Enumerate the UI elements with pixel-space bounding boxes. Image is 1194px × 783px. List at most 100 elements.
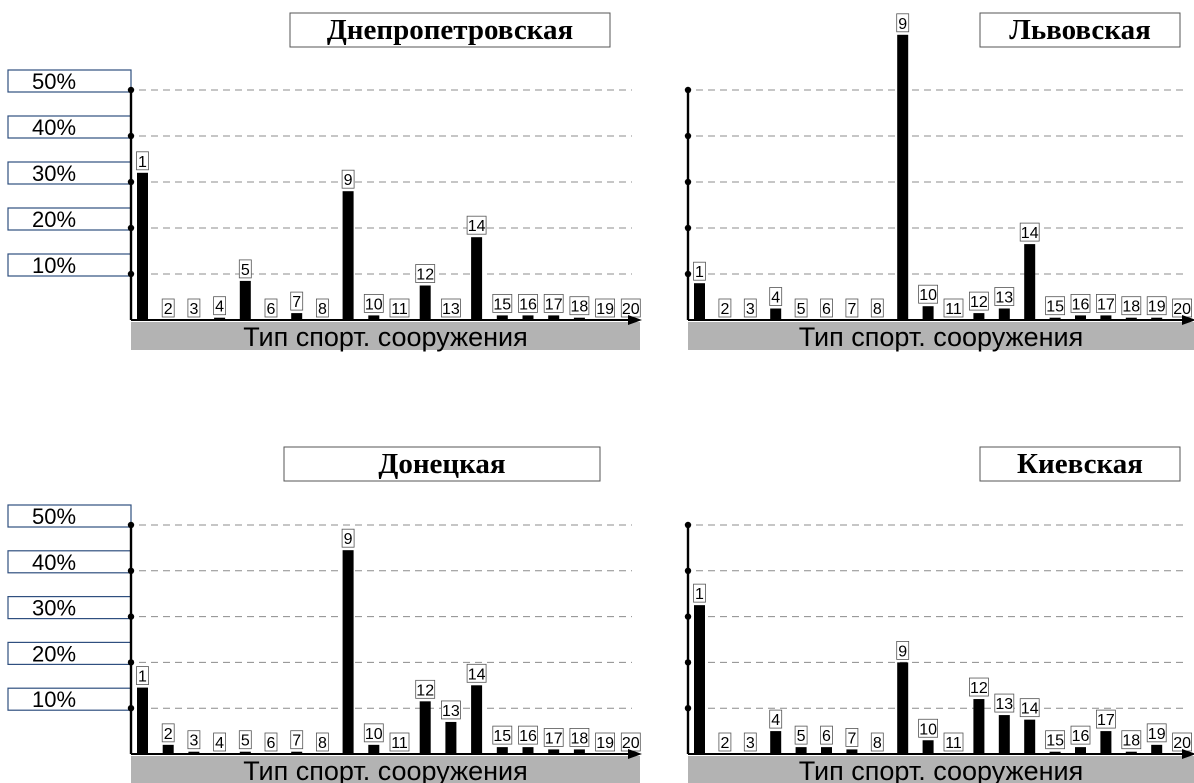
bar-10 xyxy=(368,744,380,754)
category-label: 7 xyxy=(845,728,859,747)
category-label-text: 13 xyxy=(442,703,460,720)
bar-15 xyxy=(496,747,508,754)
category-label: 13 xyxy=(994,693,1015,713)
category-label: 15 xyxy=(492,725,513,745)
category-label-box xyxy=(187,298,201,318)
bar-16 xyxy=(1075,315,1086,320)
bar-15 xyxy=(1049,317,1061,320)
category-label-text: 12 xyxy=(970,294,988,311)
bar-10 xyxy=(922,306,934,320)
category-label-box xyxy=(1070,725,1091,745)
category-label: 4 xyxy=(213,732,227,752)
category-label-box xyxy=(440,700,461,720)
category-label: 1 xyxy=(136,666,149,686)
category-label: 2 xyxy=(718,732,732,752)
category-label: 17 xyxy=(543,728,564,747)
category-label-text: 19 xyxy=(1148,299,1166,316)
bar-15 xyxy=(1049,751,1061,754)
y-tick-label: 50% xyxy=(7,69,132,94)
category-label-box xyxy=(769,287,783,306)
category-label-box xyxy=(1121,296,1142,316)
bar-4 xyxy=(770,731,782,754)
category-label-text: 20 xyxy=(1173,301,1191,318)
category-label: 8 xyxy=(315,732,329,752)
category-label: 9 xyxy=(341,169,355,189)
bar-10 xyxy=(368,315,380,320)
grid-lines xyxy=(139,89,632,275)
category-label-box xyxy=(290,291,304,311)
category-label-box xyxy=(341,169,355,189)
y-axis-tick xyxy=(684,613,692,620)
category-label-box xyxy=(518,293,538,313)
category-label: 7 xyxy=(845,298,859,318)
category-label-box xyxy=(363,293,384,313)
category-label: 6 xyxy=(264,732,278,752)
y-tick-label: 20% xyxy=(7,641,132,666)
category-label-text: 16 xyxy=(1072,728,1090,745)
category-label-text: 20 xyxy=(622,735,640,752)
bar-9 xyxy=(342,550,354,754)
y-axis-tick xyxy=(127,567,135,574)
x-axis-label: Тип спорт. сооружения xyxy=(799,322,1084,352)
bar-19 xyxy=(1151,317,1163,320)
category-label-text: 11 xyxy=(391,301,408,318)
category-label-text: 4 xyxy=(771,712,780,729)
category-label: 6 xyxy=(820,298,833,318)
category-label-text: 4 xyxy=(215,299,224,316)
category-label: 9 xyxy=(896,641,910,660)
bar-14 xyxy=(1024,719,1036,754)
x-axis-band xyxy=(688,756,1194,783)
category-label-text: 6 xyxy=(267,735,276,752)
chart-title-box xyxy=(979,12,1181,48)
bar-14 xyxy=(1024,244,1036,320)
category-label-text: 11 xyxy=(391,735,408,752)
category-label-text: 1 xyxy=(695,586,704,603)
category-label-box xyxy=(943,298,964,318)
category-label-text: 1 xyxy=(695,264,704,281)
y-tick-text: 10% xyxy=(32,253,76,278)
category-label-box xyxy=(743,732,757,752)
bar-18 xyxy=(1125,751,1137,754)
category-label-box xyxy=(1019,222,1040,242)
chart-title: Донецкая xyxy=(283,446,601,482)
bar-13 xyxy=(998,715,1010,754)
category-label-box xyxy=(943,732,964,752)
category-label: 18 xyxy=(1121,296,1142,316)
category-label-text: 3 xyxy=(746,735,755,752)
y-tick-text: 50% xyxy=(32,69,76,94)
category-label: 17 xyxy=(1096,293,1116,313)
category-label: 8 xyxy=(870,732,884,752)
category-label-box xyxy=(315,298,329,318)
y-axis-tick xyxy=(127,86,135,94)
category-label-box xyxy=(845,298,859,318)
category-label-text: 7 xyxy=(847,301,856,318)
chart-title-text: Донецкая xyxy=(378,448,505,480)
category-label: 14 xyxy=(1019,222,1040,242)
category-label-text: 2 xyxy=(720,735,729,752)
category-label-text: 4 xyxy=(215,735,224,752)
y-axis-tick xyxy=(684,132,692,140)
category-label: 3 xyxy=(743,732,757,752)
category-label: 20 xyxy=(1172,298,1192,318)
bar-18 xyxy=(573,317,585,320)
category-label-text: 10 xyxy=(365,296,383,313)
category-label: 16 xyxy=(1070,293,1091,313)
category-label-text: 2 xyxy=(720,301,729,318)
category-label-box xyxy=(543,728,564,747)
category-label-box xyxy=(1045,296,1065,316)
category-label-box xyxy=(290,730,304,750)
bar-12 xyxy=(973,699,985,754)
category-label-box xyxy=(1096,293,1116,313)
category-label: 12 xyxy=(415,679,436,699)
category-label-text: 17 xyxy=(545,296,563,313)
category-label-text: 1 xyxy=(138,669,147,686)
bar-16 xyxy=(522,747,534,754)
category-label-text: 3 xyxy=(189,301,198,318)
category-label: 11 xyxy=(943,732,964,752)
category-label-box xyxy=(136,666,149,685)
category-label: 12 xyxy=(415,264,436,284)
category-label-text: 4 xyxy=(771,290,780,307)
category-label-box xyxy=(466,215,487,235)
category-label: 18 xyxy=(1121,730,1142,750)
